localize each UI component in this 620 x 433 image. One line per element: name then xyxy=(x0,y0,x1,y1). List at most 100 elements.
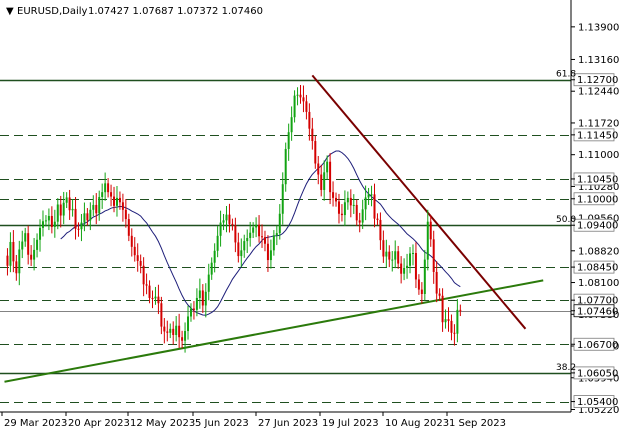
candle xyxy=(376,213,379,226)
candle xyxy=(219,210,222,247)
candle xyxy=(234,217,237,253)
price-tag-label: 1.10450 xyxy=(577,174,618,185)
candle xyxy=(417,274,420,295)
chart-header-arrow: ▼ xyxy=(6,6,14,17)
candle xyxy=(151,290,154,309)
candle xyxy=(252,222,255,239)
x-tick-label: 29 Mar 2023 xyxy=(4,418,67,429)
candle xyxy=(189,303,192,322)
candle xyxy=(269,239,272,269)
candle xyxy=(382,230,385,263)
candle xyxy=(83,202,86,232)
candle xyxy=(89,202,92,231)
candle xyxy=(216,226,219,258)
candle xyxy=(107,178,110,198)
x-tick-label: 19 Jul 2023 xyxy=(322,418,379,429)
candle xyxy=(210,257,213,280)
candle xyxy=(77,222,80,237)
candle xyxy=(104,172,107,201)
candle xyxy=(74,197,77,240)
fib-level-label: 50.0 xyxy=(556,215,576,225)
candle xyxy=(169,323,172,339)
price-tag-label: 1.07700 xyxy=(577,296,618,307)
candle xyxy=(115,185,118,217)
moving-average-line xyxy=(60,150,461,316)
candle xyxy=(222,213,225,231)
candle xyxy=(201,284,204,313)
candle xyxy=(352,194,355,214)
candle xyxy=(409,247,412,274)
chart-ohlc: 1.07427 1.07687 1.07372 1.07460 xyxy=(88,6,263,17)
candle xyxy=(314,135,317,169)
candle xyxy=(432,230,435,284)
candle xyxy=(6,248,9,276)
price-tag: 1.06700 xyxy=(571,337,618,351)
fib-level-label: 38.2 xyxy=(556,363,576,373)
candle xyxy=(130,228,133,257)
candle xyxy=(367,187,370,205)
y-tick-label: 1.08100 xyxy=(578,278,619,289)
candle xyxy=(272,230,275,256)
candle xyxy=(154,286,157,305)
price-tag-label: 1.12700 xyxy=(577,75,618,86)
candle xyxy=(207,263,210,301)
candle xyxy=(163,318,166,344)
candle xyxy=(287,123,290,161)
candle xyxy=(127,213,130,242)
candle xyxy=(36,233,39,258)
candle xyxy=(406,253,409,279)
candle xyxy=(192,301,195,320)
candle xyxy=(95,193,98,225)
price-tag-label: 1.06050 xyxy=(577,368,618,379)
candle xyxy=(145,273,148,295)
price-tag: 1.05400 xyxy=(571,395,618,408)
resistance-trendline[interactable] xyxy=(311,74,527,330)
y-tick-label: 1.11720 xyxy=(578,118,619,129)
candle xyxy=(385,239,388,268)
x-tick-label: 20 Apr 2023 xyxy=(68,418,130,429)
price-tag: 1.08450 xyxy=(571,260,618,274)
candle xyxy=(358,212,361,233)
candle xyxy=(118,191,121,210)
candle xyxy=(172,321,175,345)
candle xyxy=(148,280,151,304)
candle xyxy=(18,240,21,286)
y-tick-label: 1.11000 xyxy=(578,150,619,161)
candle xyxy=(121,193,124,222)
candle xyxy=(225,206,228,233)
candle xyxy=(340,204,343,222)
candle xyxy=(326,155,329,180)
candle xyxy=(62,191,65,225)
fib-level-label: 61.8 xyxy=(556,70,576,80)
candle xyxy=(86,208,89,226)
candle xyxy=(231,218,234,231)
candle xyxy=(98,190,101,221)
candle xyxy=(249,221,252,247)
price-tag-label: 1.08450 xyxy=(577,263,618,274)
x-tick-label: 1 Sep 2023 xyxy=(449,418,506,429)
price-tag-label: 1.11450 xyxy=(577,130,618,141)
x-tick-label: 27 Jun 2023 xyxy=(258,418,318,429)
candle xyxy=(53,209,56,238)
candle xyxy=(240,238,243,267)
candle xyxy=(68,189,71,220)
candle xyxy=(426,209,429,271)
candle xyxy=(293,90,296,123)
candle xyxy=(373,183,376,228)
support-trendline[interactable] xyxy=(4,279,544,383)
candle xyxy=(175,316,178,342)
candle xyxy=(453,324,456,346)
price-tag: 1.06050 xyxy=(571,366,618,379)
candle xyxy=(44,215,47,227)
price-tag-label: 1.07460 xyxy=(577,306,618,317)
candle xyxy=(323,160,326,201)
candle xyxy=(459,304,462,317)
candle xyxy=(420,282,423,304)
candle xyxy=(441,288,444,332)
candle xyxy=(24,227,27,247)
candle xyxy=(311,117,314,150)
candle xyxy=(160,296,163,335)
candle xyxy=(261,224,264,248)
